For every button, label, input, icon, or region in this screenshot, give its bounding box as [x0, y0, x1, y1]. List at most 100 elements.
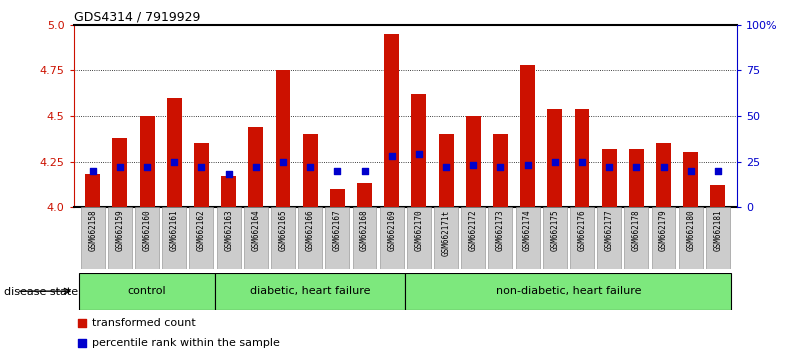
Bar	[384, 34, 399, 207]
Point	[494, 164, 507, 170]
Bar	[216, 207, 240, 269]
Bar	[710, 185, 726, 207]
Text: GSM662167: GSM662167	[333, 210, 342, 251]
Point	[413, 152, 425, 157]
Bar	[167, 98, 182, 207]
Point	[576, 159, 589, 164]
Point	[87, 168, 99, 173]
Point	[141, 164, 154, 170]
Bar	[434, 207, 458, 269]
Text: control: control	[128, 286, 167, 296]
Text: GSM662177: GSM662177	[605, 210, 614, 251]
Bar	[298, 207, 322, 269]
Text: GSM662179: GSM662179	[659, 210, 668, 251]
Bar	[163, 207, 186, 269]
Bar	[461, 207, 485, 269]
Bar	[352, 207, 376, 269]
Text: GSM662160: GSM662160	[143, 210, 151, 251]
Bar	[357, 183, 372, 207]
Text: diabetic, heart failure: diabetic, heart failure	[250, 286, 370, 296]
Point	[549, 159, 562, 164]
Bar	[330, 189, 344, 207]
Bar	[85, 174, 100, 207]
Bar	[439, 134, 453, 207]
Bar	[139, 116, 155, 207]
Text: GSM662159: GSM662159	[115, 210, 124, 251]
Text: GSM662180: GSM662180	[686, 210, 695, 251]
Bar	[325, 207, 349, 269]
Text: GSM662173: GSM662173	[496, 210, 505, 251]
Bar	[516, 207, 540, 269]
Text: transformed count: transformed count	[92, 318, 196, 329]
Text: non-diabetic, heart failure: non-diabetic, heart failure	[496, 286, 641, 296]
Text: GSM662181: GSM662181	[714, 210, 723, 251]
Point	[114, 164, 127, 170]
Text: GSM662178: GSM662178	[632, 210, 641, 251]
Bar	[405, 273, 731, 310]
Text: GSM662174: GSM662174	[523, 210, 532, 251]
Text: GSM662163: GSM662163	[224, 210, 233, 251]
Bar	[683, 153, 698, 207]
Bar	[574, 109, 590, 207]
Point	[467, 162, 480, 168]
Bar	[108, 207, 132, 269]
Bar	[656, 143, 671, 207]
Text: GSM662170: GSM662170	[414, 210, 424, 251]
Point	[249, 164, 262, 170]
Bar	[466, 116, 481, 207]
Bar	[81, 207, 105, 269]
Text: GSM662169: GSM662169	[387, 210, 396, 251]
Bar	[629, 149, 644, 207]
Text: GDS4314 / 7919929: GDS4314 / 7919929	[74, 11, 200, 24]
Text: GSM662171t: GSM662171t	[441, 210, 451, 256]
Point	[195, 164, 207, 170]
Point	[440, 164, 453, 170]
Bar	[651, 207, 675, 269]
Bar	[706, 207, 730, 269]
Point	[331, 168, 344, 173]
Bar	[276, 70, 291, 207]
Text: disease state: disease state	[4, 287, 78, 297]
Bar	[493, 134, 508, 207]
Bar	[248, 127, 264, 207]
Bar	[79, 273, 215, 310]
Bar	[678, 207, 702, 269]
Text: GSM662168: GSM662168	[360, 210, 369, 251]
Bar	[412, 94, 426, 207]
Text: GSM662158: GSM662158	[88, 210, 97, 251]
Text: GSM662172: GSM662172	[469, 210, 477, 251]
Text: GSM662164: GSM662164	[252, 210, 260, 251]
Point	[521, 162, 534, 168]
Point	[385, 153, 398, 159]
Bar	[135, 207, 159, 269]
Point	[603, 164, 616, 170]
Text: GSM662166: GSM662166	[306, 210, 315, 251]
Text: GSM662175: GSM662175	[550, 210, 559, 251]
Point	[75, 341, 88, 346]
Bar	[520, 65, 535, 207]
Bar	[598, 207, 621, 269]
Bar	[215, 273, 405, 310]
Text: GSM662165: GSM662165	[279, 210, 288, 251]
Point	[304, 164, 316, 170]
Bar	[602, 149, 617, 207]
Bar	[194, 143, 209, 207]
Bar	[271, 207, 295, 269]
Bar	[547, 109, 562, 207]
Bar	[303, 134, 318, 207]
Text: GSM662176: GSM662176	[578, 210, 586, 251]
Bar	[489, 207, 513, 269]
Point	[630, 164, 642, 170]
Point	[75, 321, 88, 326]
Bar	[407, 207, 431, 269]
Text: percentile rank within the sample: percentile rank within the sample	[92, 338, 280, 348]
Text: GSM662162: GSM662162	[197, 210, 206, 251]
Point	[168, 159, 181, 164]
Bar	[221, 176, 236, 207]
Point	[684, 168, 697, 173]
Bar	[570, 207, 594, 269]
Bar	[244, 207, 268, 269]
Bar	[380, 207, 404, 269]
Text: GSM662161: GSM662161	[170, 210, 179, 251]
Bar	[625, 207, 648, 269]
